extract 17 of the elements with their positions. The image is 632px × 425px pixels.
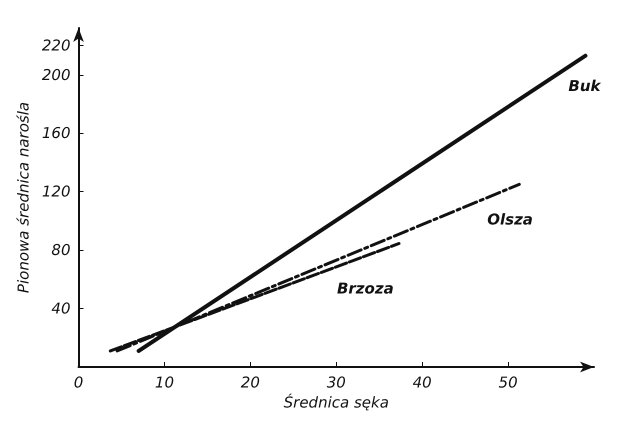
y-tick-label: 220 xyxy=(42,36,71,55)
y-axis-title: Pionowa średnica narośla xyxy=(14,102,32,294)
y-tick-label: 80 xyxy=(51,241,71,260)
y-tick-label: 200 xyxy=(42,66,71,84)
series-label: Buk xyxy=(568,76,602,95)
y-tick-label: 160 xyxy=(42,124,71,142)
x-tick-label: 30 xyxy=(326,374,346,392)
y-tick-label: 120 xyxy=(42,182,71,201)
x-tick-label: 0 xyxy=(74,374,84,392)
x-tick-label: 10 xyxy=(154,374,174,392)
y-tick-label: 40 xyxy=(51,300,71,318)
x-tick-label: 20 xyxy=(240,374,260,392)
x-axis-title: Średnica sęka xyxy=(284,394,389,412)
series-label: Olsza xyxy=(487,210,533,228)
x-tick-label: 50 xyxy=(498,374,518,392)
x-tick-label: 40 xyxy=(412,374,432,392)
series-label: Brzoza xyxy=(336,280,394,298)
